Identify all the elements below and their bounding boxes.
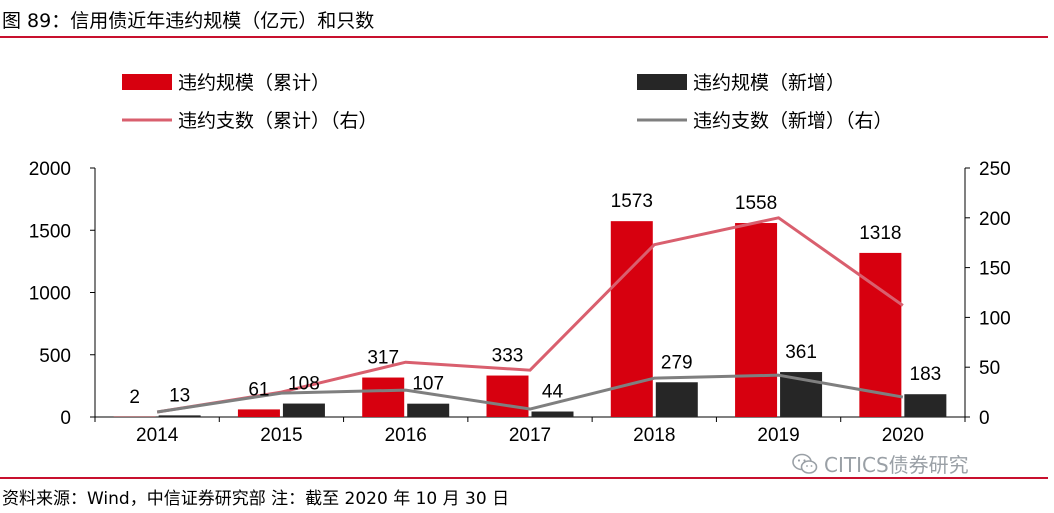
data-label-new: 13 xyxy=(169,385,190,406)
legend-bar-cumulative-swatch xyxy=(122,74,172,90)
data-label-new: 44 xyxy=(542,382,564,403)
data-label-new: 107 xyxy=(412,374,444,395)
bar-new xyxy=(407,403,450,417)
y-left-tick-label: 0 xyxy=(60,408,71,429)
figure-title: 图 89：信用债近年违约规模（亿元）和只数 xyxy=(2,10,375,32)
legend-bar-new-swatch xyxy=(637,74,687,90)
data-label-cumulative: 1558 xyxy=(735,193,777,214)
legend-line-cumulative-label: 违约支数（累计）（右） xyxy=(178,110,378,132)
bars xyxy=(113,221,947,417)
y-left-tick-label: 2000 xyxy=(29,159,71,180)
x-tick-label: 2020 xyxy=(882,425,924,446)
x-tick-label: 2017 xyxy=(509,425,551,446)
y-left-tick-label: 1000 xyxy=(29,284,71,305)
data-label-new: 361 xyxy=(785,342,817,363)
bar-new xyxy=(531,411,574,417)
data-label-cumulative: 317 xyxy=(367,348,399,369)
axes: 0 500 1000 1500 2000 0 50 100 150 200 250 2014 2015 2… xyxy=(29,159,1011,446)
legend: 违约规模（累计） 违约规模（新增） 违约支数（累计）（右） 违约支数（新增）（右） xyxy=(122,72,893,132)
y-right-tick-label: 150 xyxy=(979,259,1011,280)
y-right-tick-label: 50 xyxy=(979,358,1000,379)
y-right-tick-label: 0 xyxy=(979,408,990,429)
data-label-new: 108 xyxy=(288,374,320,395)
y-right-tick-label: 200 xyxy=(979,209,1011,230)
watermark: CITICS债券研究 xyxy=(792,449,969,478)
bar-cumulative xyxy=(237,409,280,417)
y-left-tick-label: 500 xyxy=(39,346,71,367)
legend-bar-cumulative-label: 违约规模（累计） xyxy=(178,72,330,94)
bar-cumulative xyxy=(362,377,405,417)
y-left-tick-label: 1500 xyxy=(29,221,71,242)
top-rule xyxy=(0,36,1048,38)
bar-new xyxy=(158,415,201,417)
bar-cumulative xyxy=(486,375,529,417)
watermark-text: CITICS债券研究 xyxy=(824,453,969,477)
data-label-cumulative: 1318 xyxy=(859,223,901,244)
data-label-cumulative: 1573 xyxy=(611,191,653,212)
data-labels: 2 13 61 108 317 107 333 44 1573 279 1558 361 1318 183 xyxy=(129,191,941,408)
bar-new xyxy=(282,403,325,417)
bar-new xyxy=(655,382,698,417)
data-label-new: 279 xyxy=(661,352,693,373)
data-label-cumulative: 2 xyxy=(129,387,140,408)
bar-cumulative xyxy=(735,223,778,417)
data-label-new: 183 xyxy=(910,364,942,385)
y-right-tick-label: 100 xyxy=(979,308,1011,329)
data-label-cumulative: 61 xyxy=(248,379,269,400)
legend-bar-new-label: 违约规模（新增） xyxy=(693,72,845,94)
source-note: 资料来源：Wind，中信证券研究部 注：截至 2020 年 10 月 30 日 xyxy=(2,489,510,509)
data-label-cumulative: 333 xyxy=(492,346,524,367)
bar-new xyxy=(904,394,947,417)
x-tick-label: 2014 xyxy=(136,425,179,446)
x-tick-label: 2016 xyxy=(385,425,427,446)
chart: 违约规模（累计） 违约规模（新增） 违约支数（累计）（右） 违约支数（新增）（右） 0… xyxy=(29,72,1011,446)
lines xyxy=(156,216,904,414)
x-tick-label: 2019 xyxy=(757,425,799,446)
wechat-icon xyxy=(792,453,818,474)
bottom-rule xyxy=(0,477,1048,479)
x-tick-label: 2018 xyxy=(633,425,675,446)
legend-line-new-label: 违约支数（新增）（右） xyxy=(693,110,893,132)
x-tick-label: 2015 xyxy=(260,425,302,446)
y-right-tick-label: 250 xyxy=(979,159,1011,180)
